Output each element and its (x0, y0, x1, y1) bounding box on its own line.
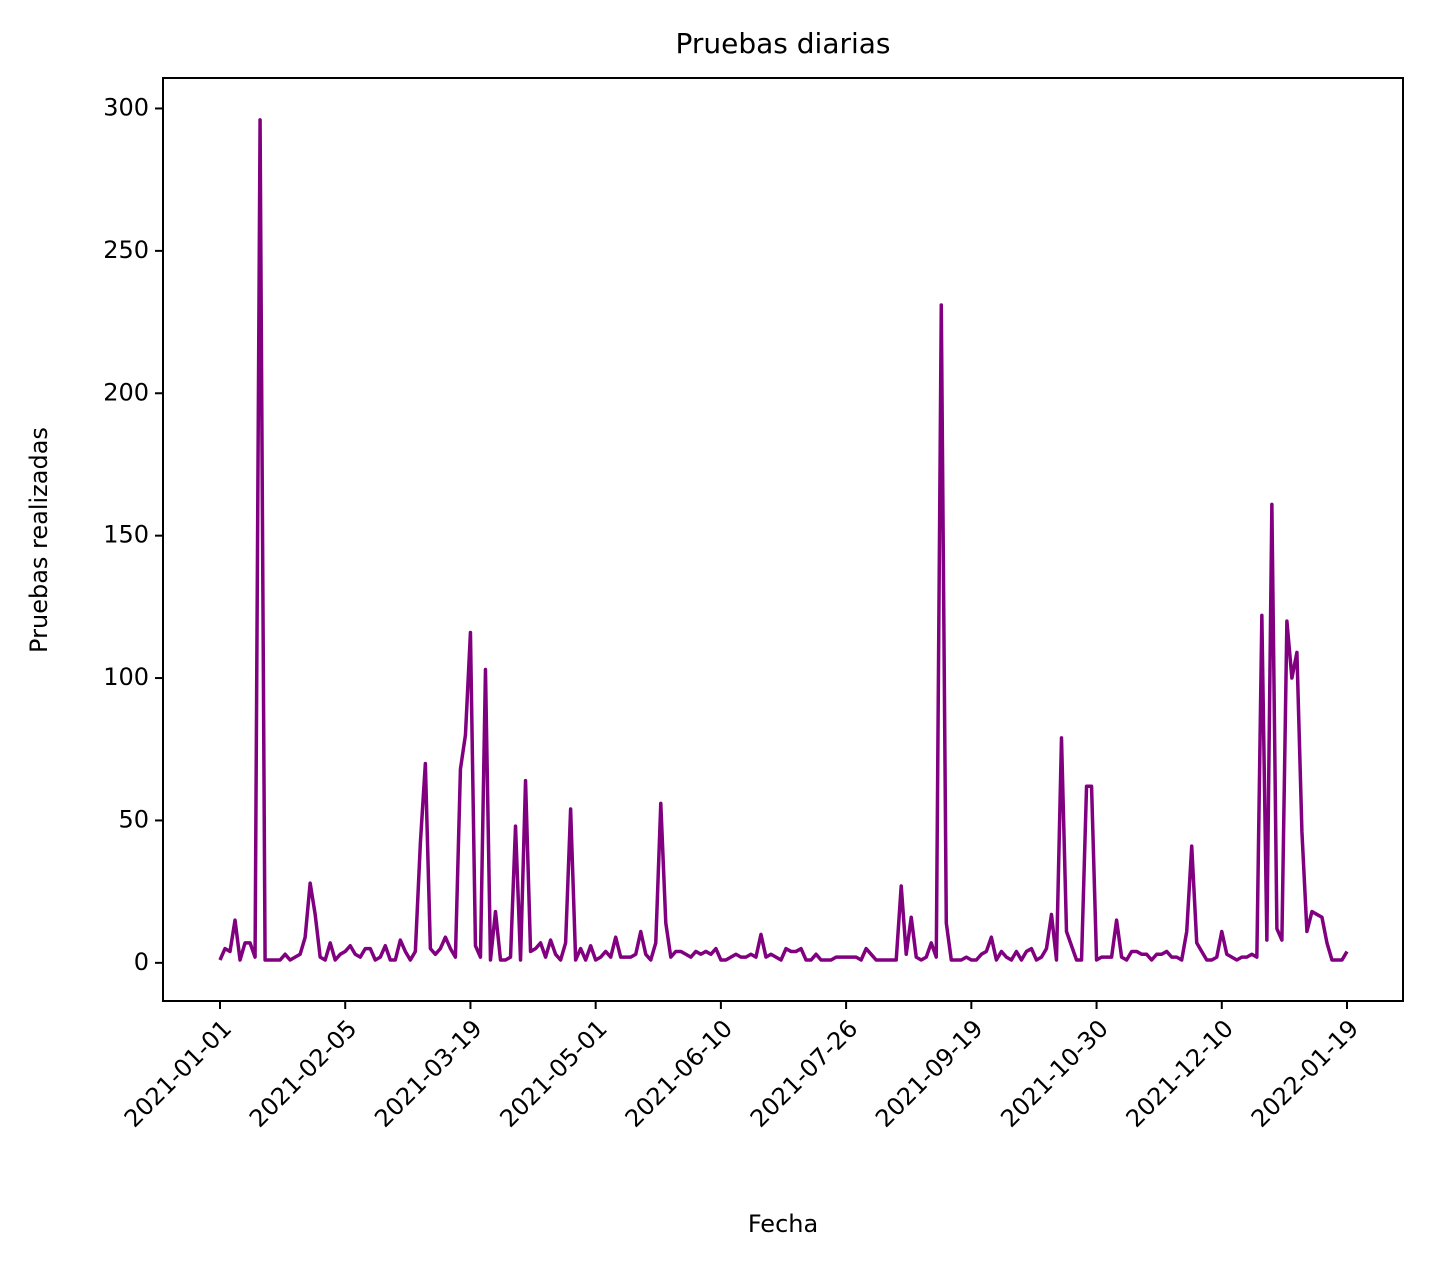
x-tick-label: 2021-01-01 (119, 1014, 237, 1132)
y-tick-label: 150 (103, 521, 149, 549)
x-tick-label: 2021-12-10 (1121, 1014, 1239, 1132)
y-tick-label: 0 (134, 948, 149, 976)
y-tick-label: 100 (103, 663, 149, 691)
x-tick-label: 2022-01-19 (1246, 1014, 1364, 1132)
x-tick-label: 2021-07-26 (745, 1014, 863, 1132)
data-line (218, 118, 1349, 962)
x-tick-label: 2021-09-19 (870, 1014, 988, 1132)
y-tick-label: 50 (118, 805, 149, 833)
x-tick-label: 2021-05-01 (494, 1014, 612, 1132)
x-tick-label: 2021-02-05 (244, 1014, 362, 1132)
x-axis-label: Fecha (748, 1210, 818, 1238)
y-tick-label: 300 (103, 93, 149, 121)
x-tick-label: 2021-06-10 (620, 1014, 738, 1132)
y-tick-label: 200 (103, 378, 149, 406)
y-tick-label: 250 (103, 236, 149, 264)
plot-frame (162, 77, 1404, 1002)
chart-title: Pruebas diarias (675, 27, 890, 60)
y-axis-label: Pruebas realizadas (25, 427, 53, 653)
x-tick-label: 2021-10-30 (995, 1014, 1113, 1132)
x-tick-label: 2021-03-19 (369, 1014, 487, 1132)
